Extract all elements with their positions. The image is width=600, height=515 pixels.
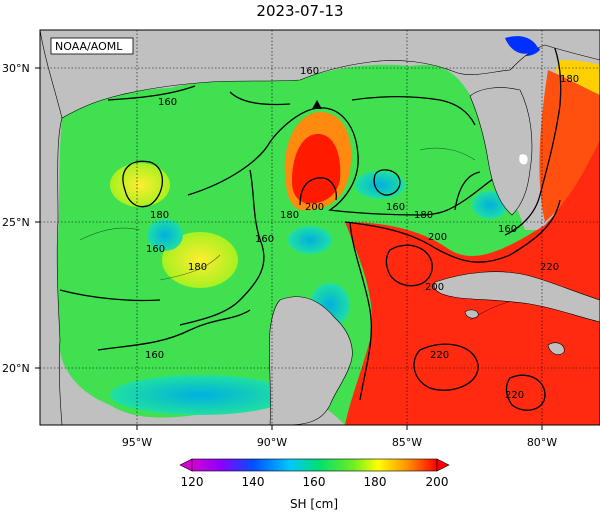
map-title: 2023-07-13 xyxy=(256,2,344,20)
colorbar-high-arrow xyxy=(436,458,450,472)
florida xyxy=(469,87,533,216)
contour-label-group: 160 160 180 160 180 160 160 180 200 160 … xyxy=(145,66,579,401)
lon-label: 95°W xyxy=(122,436,152,449)
ticks xyxy=(35,67,543,430)
contour-label: 220 xyxy=(540,262,559,273)
axis-labels: 30°N 25°N 20°N 95°W 90°W 85°W 80°W xyxy=(2,62,557,449)
map-frame xyxy=(39,29,600,426)
colorbar-bar xyxy=(191,458,438,472)
colorbar-tick: 120 xyxy=(181,475,204,489)
credit-label: NOAA/AOML xyxy=(55,40,123,53)
contour-label: 220 xyxy=(505,390,524,401)
colorbar-tick: 180 xyxy=(364,475,387,489)
contour-label: 160 xyxy=(145,350,164,361)
yucatan xyxy=(269,296,353,425)
contour-label: 180 xyxy=(188,262,207,273)
contour-label: 160 xyxy=(158,97,177,108)
colorbar-tick: 140 xyxy=(242,475,265,489)
colorbar-low-arrow xyxy=(179,458,193,472)
contour-label: 180 xyxy=(560,74,579,85)
map-panel xyxy=(40,30,600,425)
contour-label: 180 xyxy=(280,210,299,221)
contour-label: 160 xyxy=(498,224,517,235)
contour-label: 180 xyxy=(414,210,433,221)
triangle-marker-icon xyxy=(312,100,322,109)
lat-label: 25°N xyxy=(2,216,30,229)
lat-label: 20°N xyxy=(2,362,30,375)
contour-label: 200 xyxy=(305,202,324,213)
colorbar-label: SH [cm] xyxy=(290,497,338,511)
contour-label: 160 xyxy=(300,66,319,77)
contour-lines xyxy=(59,39,562,411)
contour-label: 200 xyxy=(425,282,444,293)
cuba xyxy=(433,271,600,323)
colorbar-tick: 200 xyxy=(426,475,449,489)
contour-label: 160 xyxy=(255,234,274,245)
contour-label: 200 xyxy=(428,232,447,243)
lat-label: 30°N xyxy=(2,62,30,75)
us-gulf-coast xyxy=(40,30,600,119)
atlantic-warm xyxy=(539,70,600,222)
lon-label: 85°W xyxy=(392,436,422,449)
credit-box xyxy=(50,37,134,55)
contour-label: 160 xyxy=(386,202,405,213)
colorbar-tick: 160 xyxy=(303,475,326,489)
lon-label: 90°W xyxy=(257,436,287,449)
contour-label: 220 xyxy=(430,350,449,361)
graticule xyxy=(40,30,600,425)
contour-label: 180 xyxy=(150,210,169,221)
contour-label: 160 xyxy=(146,244,165,255)
lon-label: 80°W xyxy=(527,436,557,449)
colorbar: 120 140 160 180 200 SH [cm] xyxy=(179,458,450,511)
